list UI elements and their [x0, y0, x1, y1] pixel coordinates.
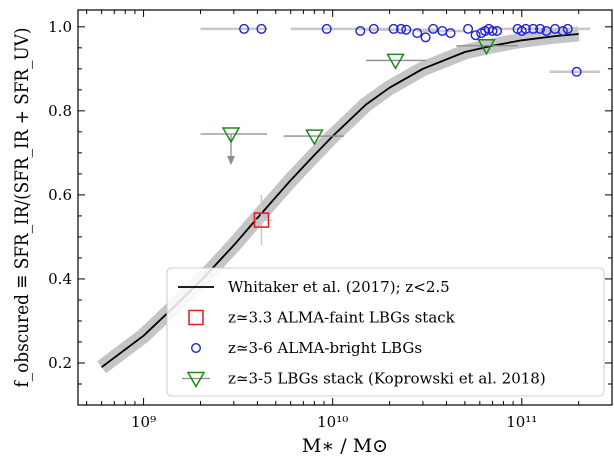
y-axis-label: f_obscured ≡ SFR_IR/(SFR_IR + SFR_UV)	[11, 28, 33, 388]
y-tick-label-0: 0.2	[48, 354, 72, 372]
plot-frame	[77, 9, 613, 406]
koprowski-limit-arrow-0	[227, 155, 236, 165]
legend-label-3: z≃3-5 LBGs stack (Koprowski et al. 2018)	[228, 370, 546, 388]
bright-lbg-point-2	[321, 23, 332, 34]
bright-lbg-point-14	[470, 30, 481, 41]
bright-lbg-point-23	[528, 23, 539, 34]
bright-lbg-point-10	[428, 23, 439, 34]
bright-lbg-point-28	[562, 23, 573, 34]
x-tick-label-2: 10¹¹	[506, 413, 537, 431]
bright-lbg-point-6	[396, 23, 407, 34]
x-tick-label-1: 10¹⁰	[317, 413, 348, 431]
legend-square-marker	[188, 309, 204, 326]
legend-box	[166, 267, 605, 397]
legend-label-1: z≃3.3 ALMA-faint LBGs stack	[228, 309, 456, 327]
y-tick-label-1: 0.4	[48, 270, 72, 288]
faint-stack-point-0	[253, 212, 270, 228]
bright-lbg-point-7	[401, 24, 412, 35]
koprowski-point-2	[386, 53, 405, 70]
legend-circle-marker	[190, 343, 201, 354]
bright-lbg-point-13	[463, 23, 474, 34]
koprowski-point-1	[305, 129, 324, 146]
legend-triangle-marker	[186, 371, 206, 389]
legend-label-2: z≃3-6 ALMA-bright LBGs	[228, 339, 422, 357]
x-axis-label: M∗ / M⊙	[302, 435, 388, 457]
bright-lbg-point-4	[368, 23, 379, 34]
legend-label-0: Whitaker et al. (2017); z<2.5	[228, 278, 450, 296]
bright-lbg-point-19	[492, 26, 503, 37]
y-tick-label-4: 1.0	[48, 18, 72, 36]
y-axis: 0.2 0.4 0.6 0.8 1.0	[48, 18, 612, 385]
y-tick-label-2: 0.6	[48, 186, 72, 204]
legend: Whitaker et al. (2017); z<2.5 z≃3.3 ALMA-…	[166, 267, 605, 397]
y-tick-label-3: 0.8	[48, 102, 72, 120]
bright-lbg-point-27	[557, 26, 568, 37]
koprowski-point-3	[477, 38, 496, 56]
bright-lbg-point-12	[445, 28, 456, 39]
x-axis: 10⁹ 10¹⁰ 10¹¹	[86, 10, 613, 431]
x-tick-label-0: 10⁹	[131, 413, 156, 431]
bright-lbg-point-24	[535, 23, 546, 34]
bright-lbg-point-18	[487, 26, 498, 37]
bright-lbg-point-0	[239, 23, 250, 34]
bright-lbg-point-29	[571, 66, 582, 77]
bright-lbg-point-1	[256, 23, 267, 34]
koprowski-point-0	[221, 127, 241, 144]
bright-lbg-point-9	[420, 32, 431, 43]
bright-lbg-point-22	[520, 23, 531, 34]
bright-lbg-point-8	[412, 28, 423, 39]
bright-lbg-point-3	[355, 26, 366, 37]
bright-lbg-point-5	[388, 23, 399, 34]
